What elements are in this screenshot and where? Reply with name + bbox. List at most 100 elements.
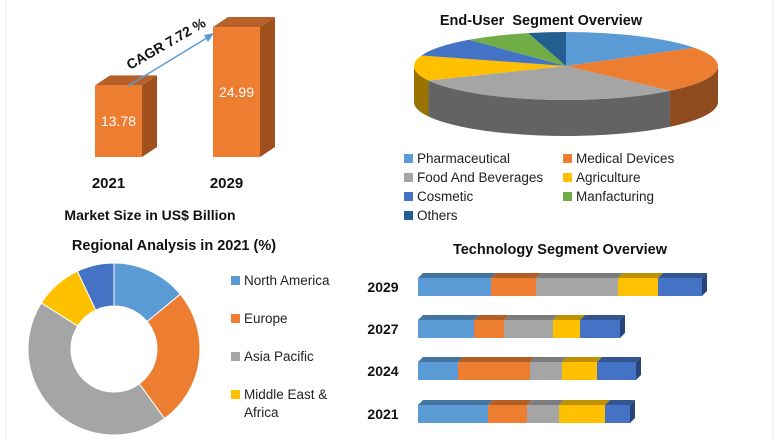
end-user-title: End-User Segment Overview [440, 13, 643, 29]
pie-slice-Pharmaceutical [566, 32, 695, 66]
legend-label: Manfacturing [576, 189, 654, 204]
regional-legend: North America Europe Asia Pacific Middle Ea… [231, 273, 330, 420]
bar-segment-top [536, 273, 623, 278]
legend-label: Cosmetic [417, 189, 474, 204]
legend-swatch [404, 192, 413, 201]
end-user-legend: Pharmaceutical Medical Devices Food And Be… [404, 151, 675, 223]
legend-label: Others [417, 208, 458, 223]
pie-side-Medical Devices [670, 66, 718, 127]
donut-slice-Asia Pacific [27, 302, 166, 436]
bar-segment-top [418, 315, 479, 320]
column-value-label: 13.78 [101, 113, 136, 129]
year-label: 2029 [367, 279, 398, 295]
legend-label: Europe [244, 311, 288, 326]
bar-segment-2024-1 [418, 362, 458, 380]
pie-side-Food And Beverages [428, 80, 671, 136]
legend-swatch [563, 173, 572, 182]
bar-segment-2021-4 [559, 405, 605, 423]
bar-segment-2029-3 [536, 278, 618, 296]
bar-segment-top [580, 315, 625, 320]
legend-label: Medical Devices [576, 151, 675, 166]
bar-segment-2021-2 [488, 405, 527, 423]
bar-segment-top [527, 400, 564, 405]
pie-slice-Medical Devices [566, 47, 719, 91]
end-user-pie [414, 32, 719, 136]
legend-swatch [231, 352, 240, 361]
legend-swatch [231, 390, 240, 399]
bar-segment-top [559, 400, 610, 405]
arrow-head-icon [204, 33, 214, 42]
bar-segment-2024-4 [562, 362, 597, 380]
bar-segment-2029-1 [418, 278, 491, 296]
bar-segment-2027-3 [504, 320, 553, 338]
year-label: 2021 [367, 406, 398, 422]
legend-label: Pharmaceutical [417, 151, 510, 166]
bar-segment-2027-1 [418, 320, 474, 338]
year-label: 2024 [367, 363, 398, 379]
bar-segment-2029-2 [491, 278, 536, 296]
regional-donut [27, 262, 201, 436]
column-2021 [95, 85, 142, 157]
legend-label-cont: Africa [244, 405, 279, 420]
market-size-chart: 13.78 2021 24.99 2029 CAGR 7.72 % [92, 14, 275, 192]
year-label: 2027 [367, 321, 398, 337]
bar-segment-top [658, 273, 707, 278]
bar-segment-2021-3 [527, 405, 559, 423]
legend-swatch [404, 173, 413, 182]
bar-segment-top [605, 400, 635, 405]
pie-slice-Manfacturing [469, 33, 566, 66]
technology-title: Technology Segment Overview [453, 242, 668, 258]
bar-segment-top [418, 357, 463, 362]
bar-segment-2024-2 [458, 362, 530, 380]
bar-segment-top [458, 357, 535, 362]
donut-slice-Europe [138, 293, 201, 420]
bar-segment-2021-5 [605, 405, 630, 423]
legend-label: Agriculture [576, 170, 641, 185]
pie-slice-Cosmetic [421, 39, 566, 66]
bar-segment-top [597, 357, 641, 362]
bar-segment-top [474, 315, 509, 320]
bar-segment-2024-5 [597, 362, 636, 380]
bar-segment-top [530, 357, 567, 362]
bar-segment-top [618, 273, 663, 278]
bar-segment-2029-4 [618, 278, 658, 296]
bar-end [630, 400, 635, 423]
bar-end [702, 273, 707, 296]
bar-end [620, 315, 625, 338]
bar-segment-top [491, 273, 541, 278]
bar-segment-top [504, 315, 558, 320]
bar-segment-2021-1 [418, 405, 488, 423]
legend-swatch [563, 192, 572, 201]
cagr-annotation: CAGR 7.72 % [124, 14, 209, 72]
legend-label: Middle East & [244, 387, 327, 402]
column-side [260, 17, 275, 157]
bar-segment-2029-5 [658, 278, 702, 296]
technology-chart: 2029 2027 2024 2021 [367, 273, 707, 423]
column-side [142, 75, 157, 157]
column-value-label: 24.99 [219, 84, 254, 100]
market-size-xlabel: Market Size in US$ Billion [64, 207, 235, 223]
bar-segment-top [488, 400, 532, 405]
legend-label: Food And Beverages [417, 170, 543, 185]
legend-swatch [231, 276, 240, 285]
regional-title: Regional Analysis in 2021 (%) [72, 238, 276, 254]
year-label: 2029 [210, 175, 243, 192]
bar-segment-top [553, 315, 585, 320]
bar-segment-top [418, 273, 496, 278]
legend-swatch [231, 314, 240, 323]
year-label: 2021 [92, 175, 125, 192]
bar-segment-2024-3 [530, 362, 562, 380]
bar-end [636, 357, 641, 380]
donut-slice-other [76, 262, 115, 311]
legend-label: North America [244, 273, 330, 288]
bar-segment-2027-5 [580, 320, 620, 338]
legend-swatch [563, 154, 572, 163]
legend-label: Asia Pacific [244, 349, 314, 364]
pie-slice-Others [528, 32, 566, 66]
bar-segment-top [418, 400, 493, 405]
bar-segment-2027-4 [553, 320, 580, 338]
bar-segment-top [562, 357, 602, 362]
pie-slice-Agriculture [414, 55, 566, 81]
legend-swatch [404, 211, 413, 220]
